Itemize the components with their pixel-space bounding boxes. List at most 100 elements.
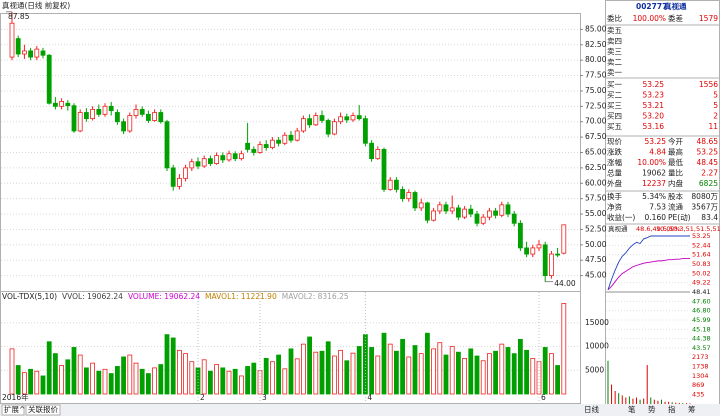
candle-body [480, 216, 486, 224]
candle-body [462, 208, 468, 218]
candle-body [400, 189, 406, 200]
volume-bar [561, 303, 567, 395]
volume-bar [238, 375, 244, 395]
tab-label[interactable]: 关联报价 [28, 404, 58, 414]
bid-volume: 2 [713, 112, 718, 121]
volume-bar [195, 367, 201, 395]
tab-label[interactable]: 扩展^ [4, 404, 25, 414]
volume-bar [462, 357, 468, 395]
volume-bar [530, 357, 536, 395]
volume-bar [350, 352, 356, 395]
volume-bar [282, 368, 288, 395]
volume-frame [0, 291, 581, 404]
y-tick-label: 52.50 [585, 224, 607, 233]
tab[interactable] [25, 404, 61, 416]
y-tick-label: 65.00 [585, 148, 607, 157]
bid-label: 买一 [607, 80, 622, 89]
candle-body [145, 113, 151, 121]
candle-body [449, 207, 455, 212]
label: 总量 [607, 168, 622, 178]
candle-body [561, 224, 567, 254]
candle-body [418, 202, 424, 209]
indicator-readout: VVOL: 19062.24 [62, 292, 123, 301]
volume-bar [207, 370, 213, 395]
candle-body [46, 54, 52, 104]
volume-bar [449, 346, 455, 395]
label: 收益(一) [607, 212, 635, 222]
volume-bar [542, 347, 548, 395]
candle-body [59, 101, 64, 107]
volume-bar [21, 372, 27, 395]
candle-body [555, 253, 560, 256]
candle-body [232, 153, 238, 160]
volume-bar [344, 360, 350, 395]
candle-body [307, 118, 313, 126]
volume-bar [9, 348, 15, 395]
candle-body [325, 120, 331, 135]
volume-bar [53, 353, 58, 395]
value: 83.4 [701, 213, 718, 222]
candle-body [226, 153, 232, 161]
value: 0.160 [645, 213, 667, 222]
side-tab[interactable]: 笔 [628, 404, 636, 414]
label: 流通 [668, 202, 683, 212]
label: 股本 [668, 191, 683, 201]
y-tick-label: 50.83 [692, 260, 711, 268]
y-tick-label: 45.00 [585, 271, 607, 280]
side-tab[interactable]: 势 [648, 404, 656, 414]
x-tick-label: 3 [262, 393, 267, 402]
candle-body [96, 109, 102, 115]
side-tab[interactable]: 筹 [688, 404, 696, 414]
value: 19062 [642, 169, 666, 178]
volume-bar [505, 347, 511, 395]
y-tick-label: 49.22 [692, 279, 711, 287]
volume-bar [412, 345, 418, 395]
indicator-readout: VOLUME: 19062.24 [128, 292, 200, 301]
candle-body [387, 179, 393, 190]
value: 5.34% [642, 192, 666, 201]
label: 净资 [607, 202, 622, 212]
candle-body [139, 109, 145, 115]
x-tick-label: 2 [200, 393, 205, 402]
x-tick-label: 4 [367, 393, 372, 402]
side-tab[interactable]: 指 [668, 404, 676, 414]
candle-body [207, 158, 213, 164]
candle-body [530, 247, 536, 255]
volume-bar [152, 367, 158, 395]
candle-body [214, 155, 220, 164]
candle-body [300, 118, 306, 132]
candle-body [40, 50, 46, 56]
volume-bar [511, 353, 517, 395]
volume-bar [164, 334, 170, 395]
candle-body [84, 112, 89, 120]
label: 涨跌 [607, 147, 622, 157]
candle-body [71, 105, 77, 132]
candle-body [115, 112, 120, 123]
candle-body [511, 213, 517, 224]
value: 48.65 [697, 137, 719, 146]
vol-tick-label: 869 [692, 381, 704, 389]
candle-body [344, 116, 350, 121]
volume-bar [393, 350, 399, 395]
candle-body [127, 115, 133, 132]
tab[interactable] [1, 404, 25, 416]
y-tick-label: 50.00 [585, 240, 607, 249]
candle-body [133, 109, 139, 116]
y-tick-label: 62.50 [585, 163, 607, 172]
value: 53.25 [697, 148, 719, 157]
label: 涨幅 [607, 157, 622, 167]
candle-body [189, 161, 195, 169]
label: 内盘 [668, 178, 683, 188]
x-tick-label: 6 [541, 393, 546, 402]
y-tick-label: 75.00 [585, 86, 607, 95]
ask-label: 卖一 [607, 68, 622, 77]
volume-bar [313, 351, 319, 395]
y-tick-label: 55.00 [585, 209, 607, 218]
volume-bar [15, 365, 21, 395]
volume-bar [65, 359, 71, 395]
volume-bar [549, 353, 554, 395]
period-label[interactable]: 日线 [584, 404, 599, 414]
volume-bar [276, 354, 282, 395]
candle-body [164, 121, 170, 169]
volume-bar [245, 366, 251, 395]
